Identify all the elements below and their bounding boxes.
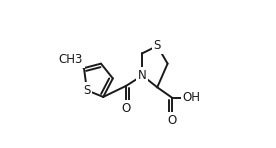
Text: CH3: CH3	[59, 53, 83, 66]
Text: S: S	[153, 39, 161, 52]
Text: OH: OH	[182, 91, 200, 104]
Text: O: O	[168, 114, 177, 127]
Text: S: S	[83, 84, 91, 97]
Text: O: O	[121, 102, 131, 115]
Text: N: N	[138, 69, 147, 82]
